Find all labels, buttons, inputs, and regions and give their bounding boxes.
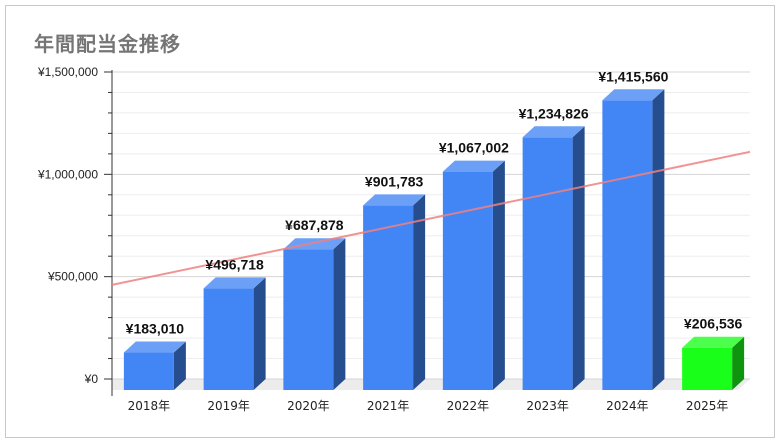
data-label: ¥901,783: [365, 173, 424, 189]
bar-top: [682, 336, 745, 348]
data-label: ¥496,718: [205, 256, 264, 272]
data-label: ¥1,067,002: [439, 140, 509, 156]
bar-side: [652, 89, 665, 391]
bar-side: [413, 194, 426, 390]
bar-side: [732, 336, 745, 390]
data-label: ¥183,010: [126, 321, 185, 337]
x-tick-label: 2018年: [128, 399, 171, 413]
y-tick-label: ¥0: [84, 372, 99, 386]
bar-top: [123, 341, 186, 353]
data-label: ¥1,234,826: [519, 105, 589, 121]
bar: [602, 100, 653, 391]
y-tick-label: ¥1,500,000: [37, 65, 98, 79]
trendline: [111, 150, 751, 286]
x-tick-label: 2023年: [526, 399, 569, 413]
y-tick-label: ¥1,000,000: [37, 167, 98, 181]
bar: [283, 249, 334, 390]
bar-side: [333, 238, 346, 390]
data-label: ¥1,415,560: [598, 68, 668, 84]
data-label: ¥687,878: [285, 217, 344, 233]
bar: [442, 171, 493, 390]
bar: [682, 347, 733, 390]
x-tick-label: 2022年: [447, 399, 490, 413]
bar-top: [203, 277, 266, 289]
bar-top: [522, 126, 585, 138]
x-tick-label: 2024年: [606, 399, 649, 413]
bar-top: [442, 160, 505, 172]
chart-title: 年間配当金推移: [34, 32, 181, 56]
bar-side: [492, 160, 505, 390]
y-tick-label: ¥500,000: [47, 270, 98, 284]
bar-side: [173, 341, 186, 390]
chart-floor: [112, 379, 750, 390]
bar: [363, 205, 414, 390]
bar-top: [363, 194, 426, 206]
x-tick-label: 2021年: [367, 399, 410, 413]
x-tick-label: 2020年: [287, 399, 330, 413]
bar-side: [253, 277, 266, 390]
bar: [522, 137, 573, 390]
data-label: ¥206,536: [684, 316, 743, 332]
x-tick-label: 2019年: [207, 399, 250, 413]
x-tick-label: 2025年: [686, 399, 729, 413]
bar-side: [572, 126, 585, 390]
bar-top: [602, 89, 665, 101]
bar: [123, 352, 174, 390]
bar: [203, 288, 254, 390]
